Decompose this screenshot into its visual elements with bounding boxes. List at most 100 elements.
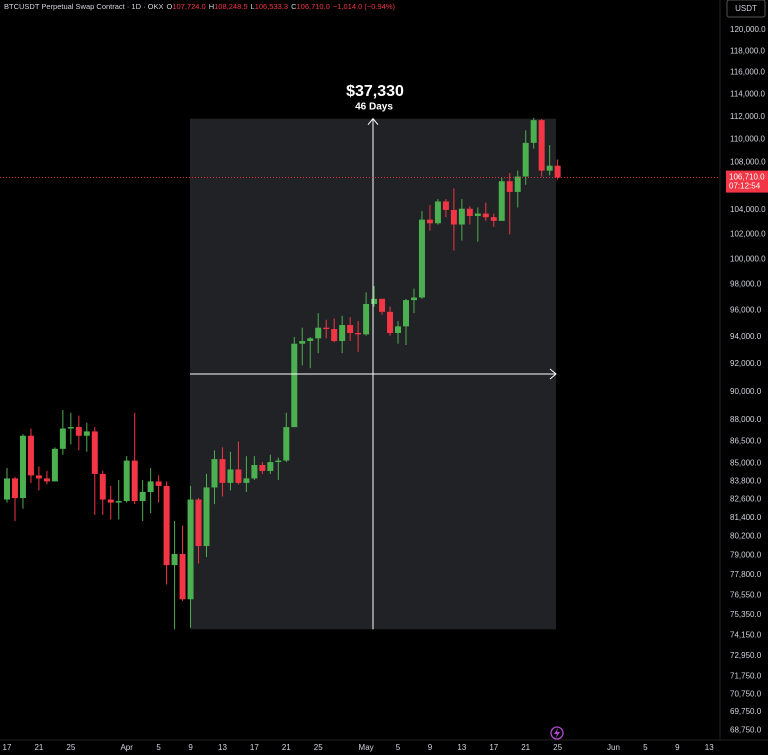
y-tick-label: 94,000.0 [730,332,762,341]
ohlc-value: 107,724.0 [172,2,205,11]
candle-body [506,181,513,192]
candle-body [371,298,378,305]
ohlc-value: 106,533.3 [255,2,288,11]
candle-body [434,201,441,224]
y-tick-label: 98,000.0 [730,280,762,289]
x-tick-label: 25 [553,743,562,752]
candle-body [490,217,497,221]
overlay: 120,000.0 118,000.0 116,000.0 114,000.0 112,… [0,25,768,752]
candle-body [11,478,18,499]
y-tick-label: 102,000.0 [730,229,766,238]
y-tick-label: 74,150.0 [730,630,762,639]
last-price-box [726,170,768,193]
candle-body [123,460,130,502]
currency-label[interactable]: USDT [735,4,757,13]
candle-body [275,460,282,463]
candle-body [355,333,362,335]
candle-body [267,462,274,471]
symbol: BTCUSDT Perpetual Swap Contract · 1D · O… [4,2,164,11]
y-tick-label: 82,600.0 [730,495,762,504]
candle-body [171,553,178,566]
candle-body [442,201,449,210]
y-tick-label: 85,000.0 [730,459,762,468]
candle-body [323,327,330,330]
candle-body [131,460,138,502]
candle-body [530,120,537,143]
change: −1,014.0 (−0.94%) [333,2,396,11]
ohlc-key: H [209,2,214,11]
candle-body [514,176,521,192]
y-tick-label: 77,800.0 [730,570,762,579]
y-tick-label: 96,000.0 [730,306,762,315]
candle-body [107,499,114,503]
y-tick-label: 110,000.0 [730,135,766,144]
ohlc-key: L [251,2,255,11]
candle-body [259,465,266,471]
y-tick-label: 69,750.0 [730,707,762,716]
candle-body [339,325,346,342]
y-tick-label: 76,550.0 [730,590,762,599]
currency-button[interactable] [726,0,766,18]
y-tick-label: 104,000.0 [730,205,766,214]
candle-body [315,327,322,339]
x-tick-label: 9 [188,743,193,752]
lightning-icon[interactable] [550,726,564,740]
candle-body [363,304,370,335]
candle-body [538,120,545,171]
candle-body [227,469,234,483]
candle-body [187,499,194,600]
x-tick-label: Jun [607,743,620,752]
x-tick-label: 21 [34,743,43,752]
x-tick-label: 25 [66,743,75,752]
candle-body [67,427,74,429]
y-tick-label: 114,000.0 [730,90,766,99]
x-tick-label: 17 [3,743,12,752]
candle-body [474,213,481,216]
y-tick-label: 100,000.0 [730,254,766,263]
x-tick-label: 9 [428,743,433,752]
candle-body [450,209,457,225]
candle-body [83,431,90,436]
candle-body [51,448,58,482]
x-tick-label: 13 [218,743,227,752]
y-tick-label: 92,000.0 [730,359,762,368]
x-tick-label: Apr [120,743,133,752]
candle-body [163,485,170,566]
candle-body [418,219,425,298]
y-tick-label: 108,000.0 [730,158,766,167]
candle-body [75,427,82,436]
y-tick-label: 72,950.0 [730,651,762,660]
measure-arrow-right [549,368,557,380]
candle-body [482,213,489,218]
y-tick-label: 90,000.0 [730,387,762,396]
candle-body [139,491,146,502]
candle-body [403,300,409,327]
symbol-header: BTCUSDT Perpetual Swap Contract · 1D · O… [4,2,395,11]
y-tick-label: 68,750.0 [730,725,762,734]
candle-body [91,431,98,474]
x-tick-label: 5 [156,743,161,752]
candle-body [211,459,218,488]
candle-body [243,478,250,483]
candle-body [147,481,154,492]
y-tick-label: 75,350.0 [730,610,762,619]
candle-body [466,208,473,216]
candle-body [283,427,290,461]
candle-body [35,475,42,479]
y-tick-label: 71,750.0 [730,672,762,681]
ohlc-key: C [291,2,297,11]
x-tick-label: 5 [643,743,648,752]
candle-body [27,435,34,476]
x-tick-label: 25 [314,743,323,752]
candle-body [59,428,66,449]
x-tick-label: May [359,743,374,752]
y-tick-label: 112,000.0 [730,112,766,121]
x-tick-label: 13 [705,743,714,752]
ohlc-key: O [167,2,173,11]
y-tick-label: 83,800.0 [730,477,762,486]
y-tick-label: 116,000.0 [730,68,766,77]
y-tick-label: 88,000.0 [730,415,762,424]
